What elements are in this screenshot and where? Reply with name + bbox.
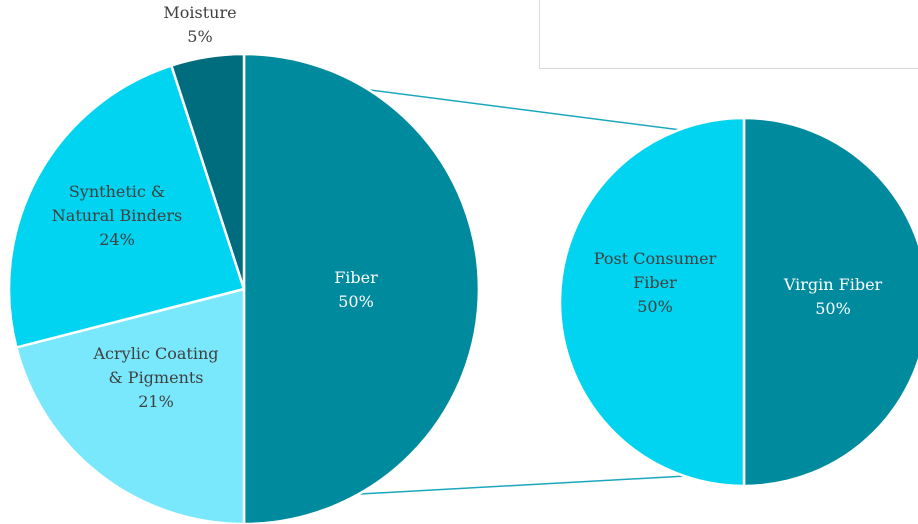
secondary-label-virgin-fiber: Virgin Fiber 50% (783, 275, 883, 318)
value-label: 50% (637, 297, 673, 316)
category-label: Moisture (163, 3, 236, 22)
category-label: Virgin Fiber (783, 275, 883, 294)
category-label: Post Consumer (594, 249, 717, 268)
main-label-acrylic-coating-pigments: Acrylic Coating & Pigments 21% (93, 344, 219, 411)
main-slice-acrylic-coating-pigments (15, 287, 246, 524)
value-label: 50% (338, 292, 374, 311)
value-label: 21% (138, 392, 174, 411)
main-label-moisture: Moisture 5% (163, 3, 236, 46)
secondary-slice-post-consumer-fiber (558, 116, 746, 488)
main-slice-fiber (242, 52, 481, 524)
secondary-pie (558, 116, 918, 488)
category-label: & Pigments (108, 368, 203, 387)
value-label: 50% (815, 299, 851, 318)
main-slice-moisture (170, 52, 246, 291)
connector-bottom (359, 475, 687, 495)
data-labels: Fiber 50% Acrylic Coating & Pigments 21% Synt… (52, 3, 883, 411)
main-label-synthetic-natural-binders: Synthetic & Natural Binders 24% (52, 182, 182, 249)
secondary-label-post-consumer-fiber: Post Consumer Fiber 50% (594, 249, 717, 316)
main-label-fiber: Fiber 50% (334, 268, 378, 311)
connector-top (369, 89, 682, 131)
main-slice-synthetic-natural-binders (7, 64, 246, 349)
value-label: 24% (99, 230, 135, 249)
legend-area (539, 0, 918, 69)
secondary-slice-virgin-fiber (742, 116, 918, 488)
category-label: Fiber (633, 273, 677, 292)
value-label: 5% (187, 27, 212, 46)
connector-lines (359, 89, 687, 495)
category-label: Natural Binders (52, 206, 182, 225)
category-label: Fiber (334, 268, 378, 287)
main-pie (7, 52, 481, 524)
category-label: Synthetic & (69, 182, 165, 201)
category-label: Acrylic Coating (93, 344, 219, 363)
